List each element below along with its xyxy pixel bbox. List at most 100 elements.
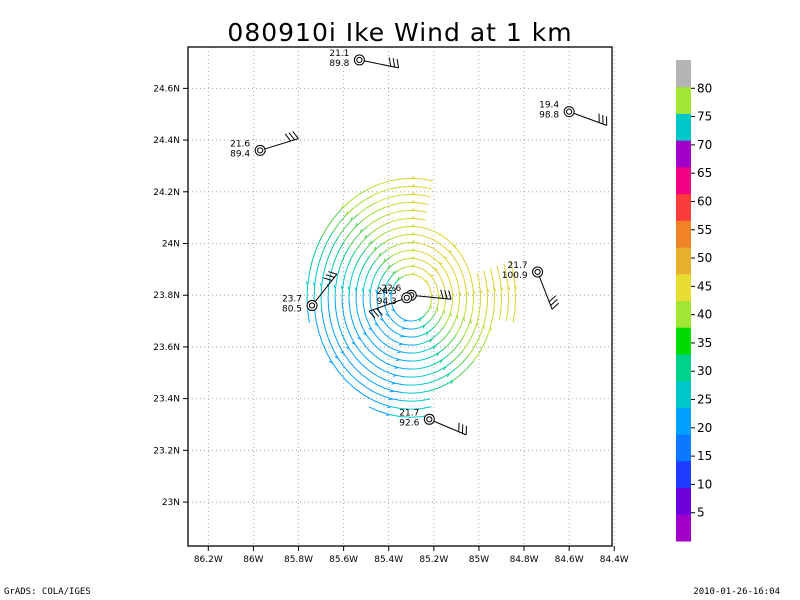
wind-streamline-segment [418,374,426,378]
wind-streamline-segment [364,275,368,281]
wind-barb-feather [284,133,292,142]
wind-streamline-segment [399,325,404,329]
wind-streamline-segment [354,355,361,364]
wind-streamline-segment [322,342,328,354]
wind-streamline-segment [377,265,382,271]
colorbar-swatch [676,166,691,195]
wind-barb-staff [364,60,399,69]
x-tick-label: 85.8W [284,555,313,565]
wind-arrow-head [411,256,416,259]
wind-streamline-segment [371,399,382,405]
wind-arrow-head [345,211,348,216]
wind-streamline-segment [451,334,457,341]
station-value-label: 94.3 [377,297,397,307]
wind-streamline-segment [428,237,434,241]
colorbar-swatch [676,460,691,489]
wind-streamline-segment [382,249,388,254]
wind-arrow-head [340,351,345,355]
wind-barb-feather [376,308,383,316]
wind-streamline-segment [424,365,431,369]
wind-streamline-segment [384,307,387,311]
wind-barb-staff [368,298,403,312]
wind-arrow-head [483,324,485,329]
wind-streamline-segment [366,334,371,341]
wind-streamline-segment [425,244,432,248]
wind-streamline-segment [348,305,351,313]
wind-streamline-segment [480,324,485,334]
wind-streamline-segment [355,284,358,292]
wind-arrow-head [448,250,453,253]
wind-streamline-segment [326,217,335,228]
wind-streamline-segment [391,365,399,369]
wind-streamline-segment [399,277,402,280]
wind-streamlines [305,176,518,418]
wind-streamline-segment [442,281,445,286]
colorbar-label: 75 [697,110,712,124]
y-tick-label: 23.6N [153,343,180,353]
wind-arrow-head [351,341,356,345]
wind-streamline-segment [351,319,355,327]
wind-streamline-segment [443,285,446,290]
colorbar-swatch [676,247,691,275]
wind-streamline-segment [343,233,350,243]
wind-streamline-segment [505,274,509,287]
wind-streamline-segment [383,196,393,200]
wind-streamline-segment [455,362,463,369]
wind-streamline-segment [354,244,361,252]
wind-streamline-segment [392,398,402,402]
colorbar-label: 45 [697,279,712,293]
wind-streamline-segment [379,232,387,237]
wind-streamline-segment [454,275,458,281]
wind-arrow-head [398,343,403,346]
wind-streamline-segment [507,286,509,298]
wind-streamline-segment [388,315,392,320]
wind-streamline-segment [322,265,326,277]
wind-streamline-segment [370,283,373,289]
wind-streamline-segment [399,267,404,270]
x-tick-label: 86.2W [194,555,223,565]
wind-arrow-head [305,281,309,286]
wind-arrow-head [385,313,390,317]
wind-arrow-head [411,232,416,235]
axes: 86.2W 86W 85.8W 85.6W 85.4W 85.2W 85W 84.8W 84.6… [153,46,629,565]
wind-streamline-segment [430,290,432,294]
wind-streamline-segment [467,319,471,327]
wind-streamline-segment [424,261,429,265]
wind-streamline-segment [416,266,420,269]
wind-streamline-segment [358,188,370,195]
wind-arrow-head [465,290,469,295]
station-value-label: 89.4 [230,149,250,159]
wind-streamline-segment [362,214,370,222]
station-temp-label: 21.1 [329,49,349,59]
wind-streamline-segment [458,265,463,273]
wind-streamline-segment [343,353,350,362]
wind-streamline-segment [405,266,409,268]
wind-streamline-segment [434,377,443,382]
wind-streamline-segment [369,302,372,308]
wind-arrow-head [368,327,373,331]
wind-barb-feather [396,58,400,68]
wind-streamline-segment [430,302,432,306]
wind-streamline-segment [353,387,363,395]
wind-streamline-segment [416,242,422,245]
wind-streamline-segment [387,326,392,330]
wind-streamline-segment [377,384,386,389]
wind-streamline-segment [378,242,384,247]
wind-arrow-head [312,282,316,287]
wind-streamline-segment [422,268,426,272]
wind-streamline-segment [383,352,390,357]
wind-streamline-segment [464,261,469,269]
wind-streamline-segment [435,284,438,289]
wind-streamline-segment [486,327,491,337]
wind-streamline-segment [334,249,340,260]
wind-arrow-head [359,228,363,234]
wind-arrow-head [446,373,450,378]
wind-streamline-segment [390,290,393,294]
wind-arrow-head [395,359,400,362]
wind-streamline-segment [401,193,412,196]
wind-streamline-segment [415,250,420,253]
wind-streamline-segment [393,202,403,205]
wind-streamline-segment [363,309,366,316]
wind-streamline-segment [388,276,392,280]
